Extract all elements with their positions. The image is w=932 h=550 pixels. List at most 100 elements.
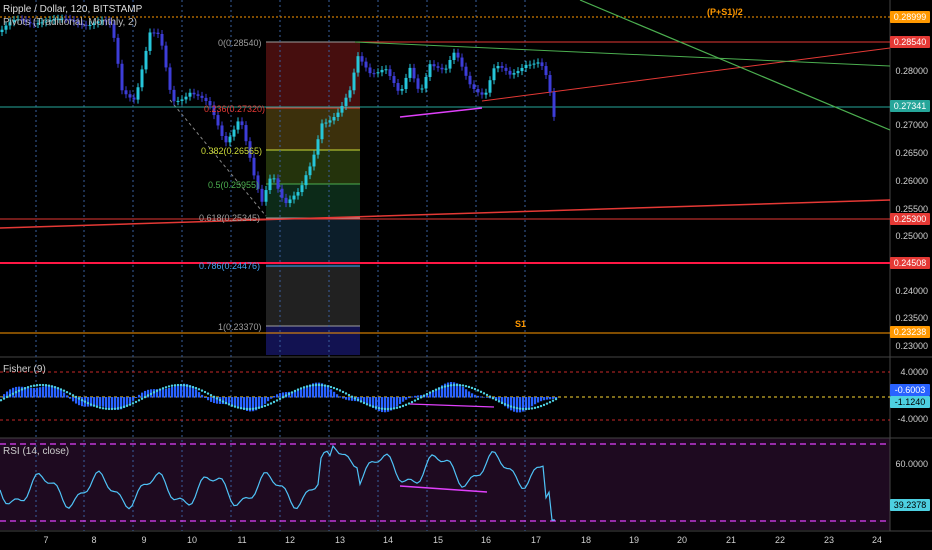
- fisher-trigger-dot: [272, 400, 276, 404]
- time-axis-label: 7: [43, 535, 49, 545]
- fisher-trigger-dot: [482, 392, 486, 395]
- fisher-bar: [447, 382, 450, 398]
- fisher-trigger-dot: [32, 384, 36, 387]
- fisher-legend[interactable]: Fisher (9): [3, 364, 46, 375]
- fisher-trigger-dot: [548, 401, 552, 404]
- rsi-axis-label: 60.0000: [895, 459, 928, 469]
- candle-body: [176, 100, 180, 102]
- fisher-bar: [216, 397, 219, 404]
- candle-body: [116, 37, 120, 64]
- candle-body: [180, 99, 184, 101]
- pivots-study-legend[interactable]: Pivots (Traditional, Monthly, 2): [3, 17, 137, 28]
- fisher-trigger-dot: [317, 383, 321, 387]
- time-axis-label: 13: [334, 535, 345, 545]
- fisher-trigger-dot: [80, 398, 84, 402]
- candle-body: [188, 92, 192, 97]
- candle-body: [220, 125, 224, 136]
- candle-body: [488, 80, 492, 93]
- fisher-bar: [93, 397, 96, 407]
- price-axis-label: 0.23500: [895, 313, 928, 323]
- fisher-bar: [201, 394, 204, 398]
- fisher-bar: [513, 397, 516, 412]
- candle-body: [452, 52, 456, 61]
- fisher-bar: [57, 387, 60, 398]
- fisher-axis-label: -4.0000: [897, 414, 928, 424]
- fib-label: 0.5(0.25955): [208, 180, 260, 190]
- fisher-bar: [324, 384, 327, 398]
- trendline-green: [354, 41, 891, 67]
- candle-body: [544, 66, 548, 76]
- pivot-s1-label: S1: [515, 319, 527, 329]
- candle-body: [316, 139, 320, 155]
- fisher-bar: [36, 387, 39, 398]
- fisher-trigger-dot: [140, 397, 144, 400]
- fisher-bar: [393, 397, 396, 409]
- fisher-trigger-dot: [266, 403, 270, 406]
- fisher-bar: [18, 386, 21, 398]
- fisher-bar: [231, 397, 234, 406]
- fisher-trigger-dot: [53, 385, 57, 389]
- fisher-trigger-dot: [206, 392, 210, 395]
- fisher-trigger-dot: [164, 386, 168, 389]
- time-axis-label: 8: [91, 535, 97, 545]
- symbol-title[interactable]: Ripple / Dollar, 120, BITSTAMP: [3, 4, 143, 15]
- candle-body: [336, 112, 340, 118]
- fib-zone: [266, 42, 360, 108]
- fisher-trigger-dot: [512, 406, 516, 409]
- divergence-line-fisher: [409, 403, 495, 408]
- fisher-bar: [273, 395, 276, 398]
- fisher-bar: [462, 387, 465, 398]
- candle-body: [340, 105, 344, 113]
- time-axis-label: 16: [480, 535, 491, 545]
- rsi-legend[interactable]: RSI (14, close): [3, 446, 70, 457]
- candle-body: [60, 18, 64, 20]
- fisher-bar: [159, 389, 162, 398]
- fisher-trigger-dot: [443, 385, 447, 388]
- fisher-bar: [117, 397, 120, 410]
- fib-zone: [266, 108, 360, 150]
- candle-body: [196, 94, 200, 96]
- candle-body: [352, 72, 356, 91]
- candle-body: [256, 175, 260, 189]
- fisher-axis-label: 4.0000: [900, 367, 928, 377]
- fisher-bar: [51, 385, 54, 398]
- candle-body: [112, 23, 116, 38]
- fisher-trigger-dot: [341, 390, 345, 394]
- fisher-bar: [96, 397, 99, 407]
- fisher-bar: [435, 389, 438, 398]
- candle-body: [92, 23, 96, 26]
- fisher-bar: [300, 389, 303, 398]
- fisher-bar: [474, 394, 477, 398]
- fisher-bar: [144, 390, 147, 398]
- fisher-trigger-dot: [437, 387, 441, 390]
- candle-body: [212, 105, 216, 116]
- fisher-trigger-dot: [422, 394, 426, 397]
- candle-body: [228, 136, 232, 143]
- fisher-bar: [210, 397, 213, 402]
- candle-body: [428, 64, 432, 77]
- fisher-bar: [417, 395, 420, 398]
- fisher-bar: [372, 397, 375, 408]
- fisher-bar: [168, 387, 171, 398]
- fisher-trigger-dot: [263, 404, 267, 408]
- candle-body: [496, 66, 500, 69]
- fisher-trigger-dot: [98, 406, 102, 409]
- fisher-bar: [147, 389, 150, 398]
- fisher-bar: [258, 397, 261, 409]
- fisher-bar: [0, 397, 3, 398]
- fisher-trigger-dot: [374, 406, 378, 409]
- fisher-trigger-dot: [329, 385, 333, 389]
- fisher-trigger-dot: [398, 405, 402, 409]
- candle-body: [444, 68, 448, 70]
- fisher-trigger-dot: [410, 400, 414, 404]
- fisher-bar: [465, 389, 468, 398]
- fisher-bar: [45, 385, 48, 398]
- fisher-bar: [141, 392, 144, 398]
- fisher-trigger-dot: [524, 407, 528, 411]
- fisher-trigger-dot: [65, 390, 69, 394]
- rsi-value-tag: 39.2378: [890, 499, 930, 511]
- candle-body: [240, 121, 244, 126]
- candle-body: [236, 121, 240, 130]
